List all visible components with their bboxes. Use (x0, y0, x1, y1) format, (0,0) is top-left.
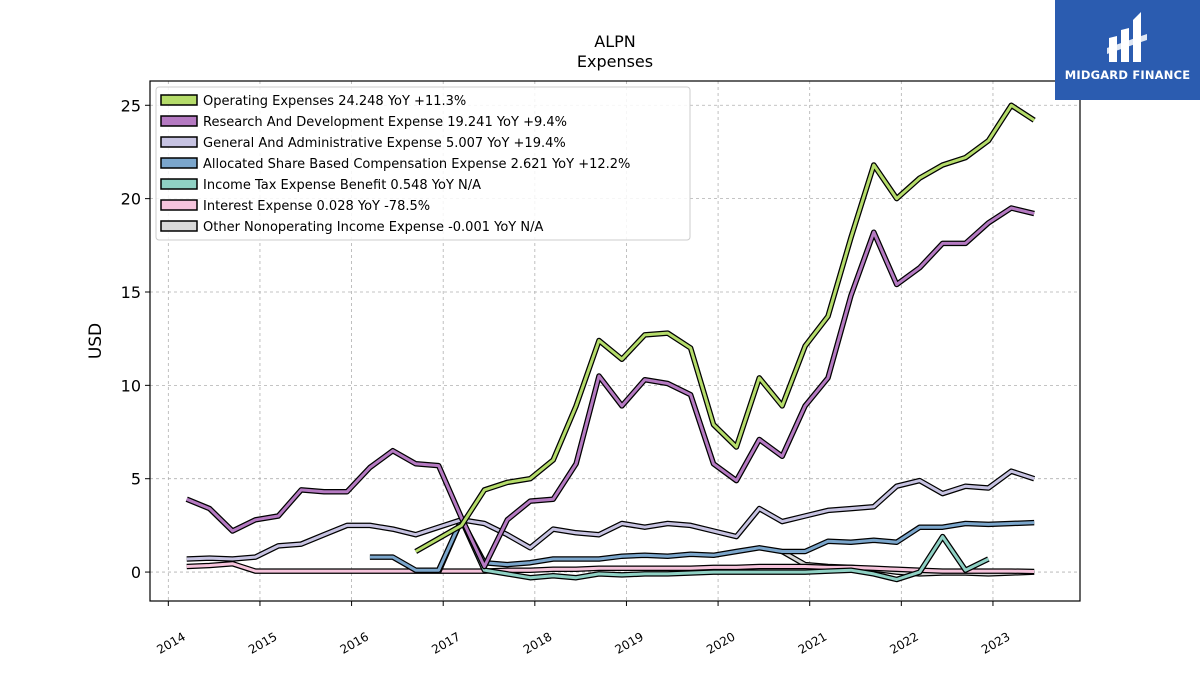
legend-entry: General And Administrative Expense 5.007… (203, 136, 566, 151)
plot-frame (149, 80, 1081, 602)
x-tick-label: 2016 (338, 629, 371, 656)
x-tick-label: 2014 (154, 629, 187, 656)
legend-entry: Interest Expense 0.028 YoY -78.5% (203, 199, 430, 214)
series-line (186, 469, 1035, 561)
legend-entry: Research And Development Expense 19.241 … (203, 115, 567, 130)
y-tick-label: 20 (121, 190, 141, 209)
legend-swatch (160, 199, 198, 211)
x-tick-label: 2023 (979, 629, 1012, 656)
series-line (437, 518, 990, 581)
legend: Operating Expenses 24.248 YoY +11.3% Rese… (155, 86, 691, 241)
series-outline (185, 205, 1035, 570)
x-tick-label: 2020 (704, 629, 737, 656)
series-lines (185, 102, 1036, 583)
legend-entry: Allocated Share Based Compensation Expen… (203, 157, 630, 172)
series-line (186, 562, 1035, 573)
series-general-and-administrative-expense (186, 468, 1036, 562)
chart-title: ALPN (594, 32, 636, 51)
y-axis-label: USD (86, 323, 106, 359)
series-interest-expense (186, 560, 1035, 575)
x-tick-label: 2019 (612, 629, 645, 656)
legend-entry: Other Nonoperating Income Expense -0.001… (203, 220, 543, 235)
series-line (414, 103, 1036, 553)
series-line (186, 206, 1035, 568)
series-operating-expenses (414, 102, 1036, 554)
legend-swatch (160, 157, 198, 169)
y-tick-label: 5 (131, 470, 141, 489)
legend-swatch (160, 115, 198, 127)
y-tick-label: 10 (121, 376, 141, 395)
legend-entry: Operating Expenses 24.248 YoY +11.3% (203, 94, 466, 109)
legend-swatch (160, 220, 198, 232)
y-tick-label: 25 (121, 96, 141, 115)
legend-swatch (160, 94, 198, 106)
logo-text: MIDGARD FINANCE (1064, 68, 1191, 82)
x-tick-label: 2022 (887, 629, 920, 656)
y-tick-label: 15 (121, 283, 141, 302)
logo-mark-icon (1107, 12, 1147, 62)
midgard-finance-logo: MIDGARD FINANCE (1055, 0, 1200, 100)
legend-box (155, 86, 691, 241)
y-tick-label: 0 (131, 563, 141, 582)
series-income-tax-expense-benefit (436, 517, 990, 583)
chart-subtitle: Expenses (576, 52, 654, 71)
legend-entry: Income Tax Expense Benefit 0.548 YoY N/A (203, 178, 481, 193)
x-tick-label: 2018 (521, 629, 554, 656)
legend-swatch (160, 178, 198, 190)
series-research-and-development-expense (185, 205, 1035, 570)
x-tick-label: 2015 (246, 629, 279, 656)
legend-swatch (160, 136, 198, 148)
x-tick-label: 2017 (429, 629, 462, 656)
x-tick-label: 2021 (796, 629, 829, 656)
